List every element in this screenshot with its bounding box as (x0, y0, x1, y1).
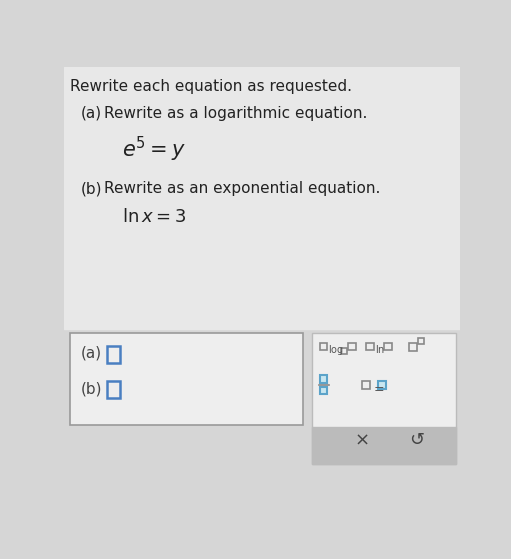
Text: (a): (a) (81, 106, 102, 121)
Text: $\log$: $\log$ (328, 343, 344, 357)
Bar (319, 343, 328, 350)
Text: $\ln x = 3$: $\ln x = 3$ (122, 208, 186, 226)
Bar (312, 428, 456, 463)
Text: Rewrite as a logarithmic equation.: Rewrite as a logarithmic equation. (104, 106, 367, 121)
Bar (341, 348, 347, 353)
Text: Rewrite as an exponential equation.: Rewrite as an exponential equation. (104, 181, 381, 196)
Bar (366, 343, 374, 350)
Bar (362, 381, 370, 389)
Bar (349, 343, 356, 350)
Text: ×: × (355, 432, 369, 449)
Bar (384, 343, 392, 350)
Text: (b): (b) (81, 381, 102, 396)
Bar (378, 381, 385, 389)
Text: Rewrite each equation as requested.: Rewrite each equation as requested. (70, 79, 352, 93)
Bar (64, 67, 460, 329)
Text: ↺: ↺ (409, 432, 424, 449)
Text: $=$: $=$ (371, 381, 384, 394)
Bar (70, 333, 303, 425)
Text: (b): (b) (81, 181, 102, 196)
Text: $\ln$: $\ln$ (375, 343, 385, 355)
Text: $e^5 = y$: $e^5 = y$ (122, 135, 186, 164)
Bar (106, 381, 121, 398)
Bar (319, 375, 328, 383)
Bar (418, 338, 424, 344)
Bar (409, 343, 417, 351)
Bar (106, 346, 121, 363)
Bar (319, 387, 328, 394)
Text: (a): (a) (81, 346, 102, 361)
Bar (312, 333, 456, 463)
